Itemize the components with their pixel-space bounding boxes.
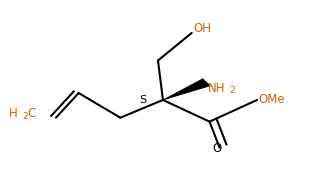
- Polygon shape: [163, 79, 210, 100]
- Text: 2: 2: [229, 86, 235, 95]
- Text: 2: 2: [23, 112, 28, 121]
- Text: OMe: OMe: [259, 93, 285, 106]
- Text: OH: OH: [194, 22, 212, 35]
- Text: S: S: [139, 95, 146, 105]
- Text: NH: NH: [208, 82, 225, 95]
- Text: C: C: [28, 107, 36, 120]
- Text: O: O: [212, 142, 222, 155]
- Text: H: H: [9, 107, 18, 120]
